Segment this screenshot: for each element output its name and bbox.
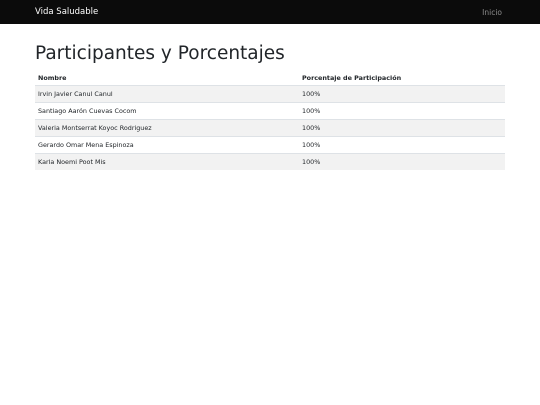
cell-percent: 100% [299, 119, 505, 137]
cell-name: Gerardo Omar Mena Espinoza [35, 136, 299, 154]
cell-name: Santiago Aarón Cuevas Cocom [35, 102, 299, 120]
table-header-row: Nombre Porcentaje de Participación [35, 71, 505, 87]
cell-percent: 100% [299, 102, 505, 120]
cell-name: Irvin Javier Canul Canul [35, 85, 299, 103]
cell-percent: 100% [299, 153, 505, 171]
table-row: Irvin Javier Canul Canul 100% [35, 85, 505, 103]
cell-name: Valeria Montserrat Koyoc Rodriguez [35, 119, 299, 137]
main-content: Participantes y Porcentajes Nombre Porce… [0, 43, 540, 171]
page-title: Participantes y Porcentajes [35, 43, 285, 64]
cell-percent: 100% [299, 136, 505, 154]
participants-table: Nombre Porcentaje de Participación Irvin… [35, 71, 505, 171]
column-header-porcentaje: Porcentaje de Participación [299, 71, 505, 87]
table-row: Karla Noemi Poot Mis 100% [35, 153, 505, 171]
brand-link[interactable]: Vida Saludable [35, 7, 99, 17]
table-row: Santiago Aarón Cuevas Cocom 100% [35, 102, 505, 120]
table-header: Nombre Porcentaje de Participación [35, 71, 505, 87]
column-header-nombre: Nombre [35, 71, 299, 87]
table-row: Valeria Montserrat Koyoc Rodriguez 100% [35, 119, 505, 137]
table-row: Gerardo Omar Mena Espinoza 100% [35, 136, 505, 154]
cell-name: Karla Noemi Poot Mis [35, 153, 299, 171]
nav-link-inicio[interactable]: Inicio [482, 7, 502, 17]
top-navbar: Vida Saludable Inicio [0, 0, 540, 24]
table-body: Irvin Javier Canul Canul 100% Santiago A… [35, 85, 505, 171]
cell-percent: 100% [299, 85, 505, 103]
